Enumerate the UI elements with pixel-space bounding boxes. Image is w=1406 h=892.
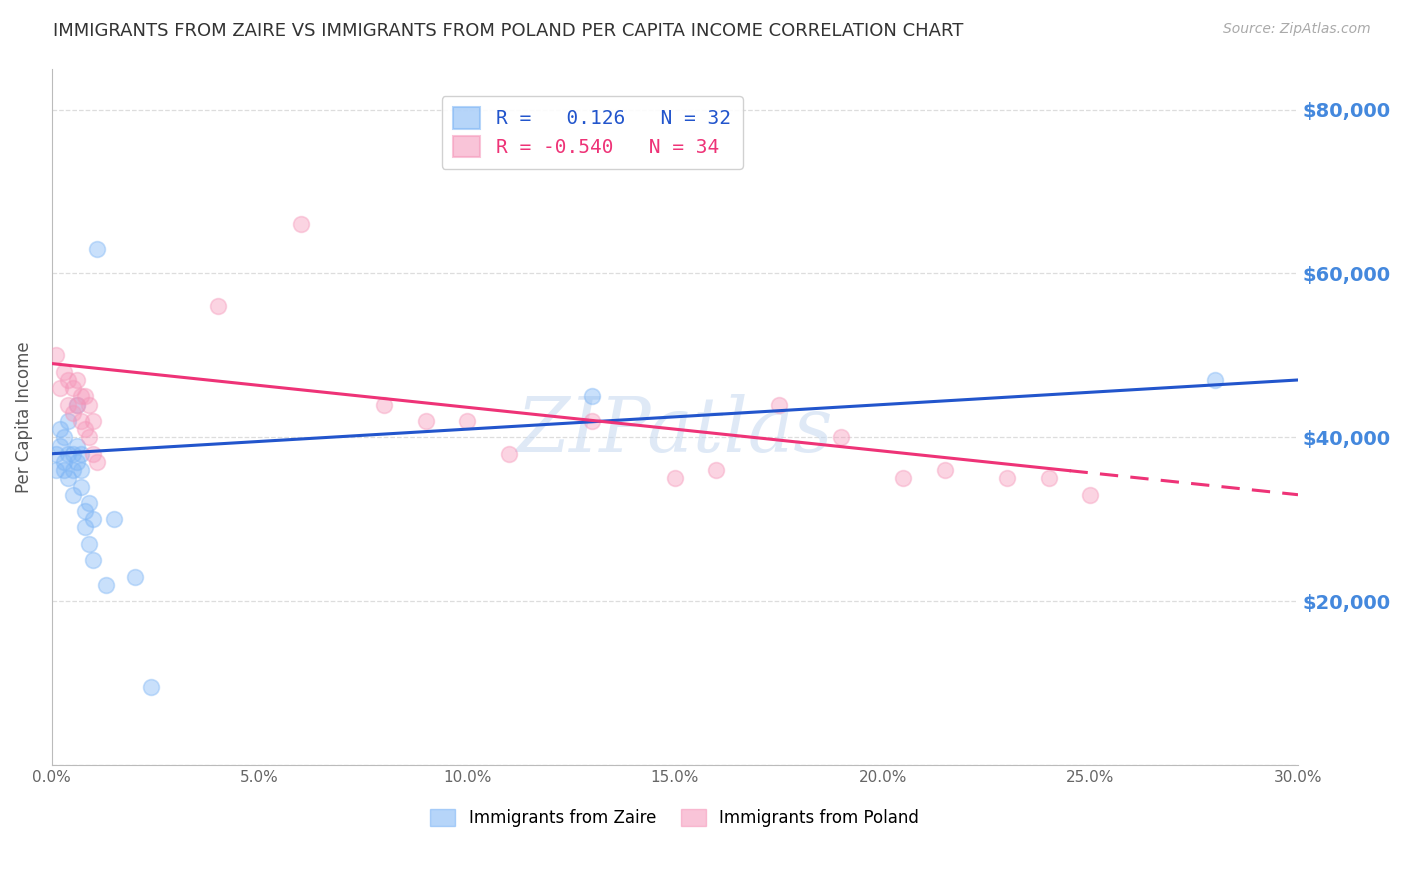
Point <box>66 398 89 412</box>
Point <box>58 414 80 428</box>
Point <box>207 299 229 313</box>
Point <box>664 471 686 485</box>
Point <box>49 381 72 395</box>
Point <box>82 512 104 526</box>
Point <box>73 422 96 436</box>
Point <box>69 389 91 403</box>
Point <box>86 455 108 469</box>
Point <box>456 414 478 428</box>
Point <box>77 496 100 510</box>
Point <box>53 455 76 469</box>
Point <box>124 569 146 583</box>
Point <box>581 414 603 428</box>
Point <box>66 398 89 412</box>
Point <box>498 447 520 461</box>
Point <box>103 512 125 526</box>
Point <box>49 422 72 436</box>
Point <box>66 438 89 452</box>
Point <box>58 447 80 461</box>
Point <box>141 681 163 695</box>
Point <box>62 406 84 420</box>
Point <box>77 430 100 444</box>
Point <box>45 348 67 362</box>
Legend: Immigrants from Zaire, Immigrants from Poland: Immigrants from Zaire, Immigrants from P… <box>423 802 927 833</box>
Point <box>934 463 956 477</box>
Point <box>69 414 91 428</box>
Point <box>53 365 76 379</box>
Point <box>45 463 67 477</box>
Text: ZIPatlas: ZIPatlas <box>516 393 834 467</box>
Point <box>49 438 72 452</box>
Point <box>768 398 790 412</box>
Text: IMMIGRANTS FROM ZAIRE VS IMMIGRANTS FROM POLAND PER CAPITA INCOME CORRELATION CH: IMMIGRANTS FROM ZAIRE VS IMMIGRANTS FROM… <box>53 22 963 40</box>
Point <box>66 373 89 387</box>
Point <box>995 471 1018 485</box>
Point <box>73 520 96 534</box>
Point <box>94 578 117 592</box>
Point <box>58 471 80 485</box>
Point <box>45 447 67 461</box>
Point <box>86 242 108 256</box>
Point <box>62 447 84 461</box>
Point <box>73 504 96 518</box>
Point <box>1204 373 1226 387</box>
Point <box>69 463 91 477</box>
Y-axis label: Per Capita Income: Per Capita Income <box>15 341 32 492</box>
Point <box>830 430 852 444</box>
Point <box>581 389 603 403</box>
Point <box>893 471 915 485</box>
Point <box>62 488 84 502</box>
Point <box>73 389 96 403</box>
Point <box>82 447 104 461</box>
Point <box>53 430 76 444</box>
Point <box>62 381 84 395</box>
Point <box>1078 488 1101 502</box>
Text: Source: ZipAtlas.com: Source: ZipAtlas.com <box>1223 22 1371 37</box>
Point <box>373 398 395 412</box>
Point <box>82 414 104 428</box>
Point <box>58 373 80 387</box>
Point <box>706 463 728 477</box>
Point <box>77 398 100 412</box>
Point <box>69 479 91 493</box>
Point <box>62 463 84 477</box>
Point <box>290 217 312 231</box>
Point <box>1038 471 1060 485</box>
Point <box>66 455 89 469</box>
Point <box>69 447 91 461</box>
Point <box>415 414 437 428</box>
Point <box>58 398 80 412</box>
Point <box>77 537 100 551</box>
Point <box>53 463 76 477</box>
Point <box>82 553 104 567</box>
